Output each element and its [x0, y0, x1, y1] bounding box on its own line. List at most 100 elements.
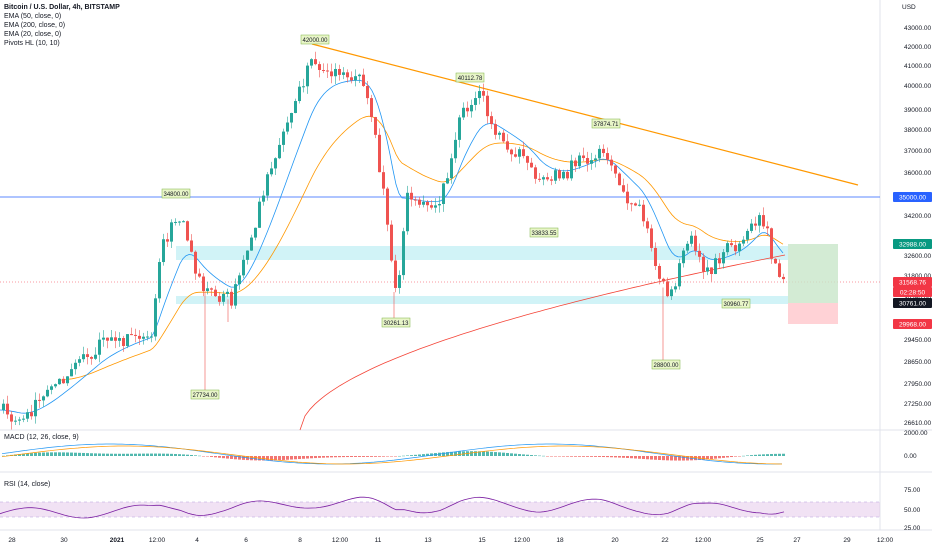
pivot-label: 40112.78 [458, 76, 483, 82]
macd-bar [670, 456, 673, 461]
candle-body [702, 256, 705, 272]
support-zone[interactable] [176, 296, 788, 304]
candle-body [390, 224, 393, 261]
macd-bar [726, 456, 729, 458]
price-badge [893, 192, 932, 202]
candle-body [10, 414, 13, 422]
candle-body [342, 72, 345, 75]
pivot-label-box [721, 298, 751, 309]
price-tick-label: 32600.00 [904, 253, 931, 260]
candle-body [494, 124, 497, 135]
macd-bar [646, 456, 649, 460]
candle-body [78, 359, 81, 363]
candles[interactable] [2, 51, 785, 430]
macd-bar [722, 456, 725, 458]
macd-bar [546, 456, 549, 457]
macd-bar [18, 454, 21, 456]
macd-bar [66, 452, 69, 456]
macd-bar [134, 453, 137, 456]
macd-bar [182, 454, 185, 456]
candle-body [266, 174, 269, 196]
macd-bar [94, 453, 97, 456]
macd-bar [78, 452, 81, 456]
macd-bar [2, 455, 5, 457]
long-position-stop[interactable] [788, 303, 838, 324]
indicator-ema20[interactable]: EMA (20, close, 0) [4, 31, 62, 38]
macd-bar [342, 456, 345, 458]
macd-bar [298, 456, 301, 460]
candle-body [622, 185, 625, 192]
macd-bar [326, 456, 329, 458]
candle-body [462, 107, 465, 118]
symbol-title[interactable]: Bitcoin / U.S. Dollar, 4h, BITSTAMP [4, 4, 120, 11]
candle-body [570, 160, 573, 179]
candle-body [454, 139, 457, 159]
candle-body [222, 293, 225, 302]
price-axis[interactable]: 43000.00 42000.00 41000.00 40000.00 39000.00… [893, 25, 932, 532]
candle-body [674, 286, 677, 290]
candle-body [26, 412, 29, 419]
candle-body [562, 171, 565, 179]
candle-body [198, 273, 201, 277]
indicator-ema50[interactable]: EMA (50, close, 0) [4, 13, 62, 20]
rsi-pane[interactable] [0, 496, 785, 519]
indicator-pivots[interactable]: Pivots HL (10, 10) [4, 40, 60, 47]
price-pane[interactable] [0, 0, 880, 430]
candle-body [374, 117, 377, 135]
macd-bar [290, 456, 293, 460]
candle-body [774, 258, 777, 264]
macd-bar [366, 456, 369, 457]
macd-bar [750, 455, 753, 456]
macd-bar [242, 456, 245, 460]
candle-body [370, 98, 373, 118]
candle-body [102, 337, 105, 340]
macd-bar [310, 456, 313, 459]
candle-body [398, 275, 401, 288]
candle-body [426, 201, 429, 206]
time-axis[interactable]: 28 30 2021 12:00 4 6 8 12:00 11 13 15 12:00 18 20 22 12… [8, 537, 893, 544]
currency-label[interactable]: USD [902, 4, 916, 11]
macd-bar [782, 453, 785, 456]
macd-pane[interactable] [1, 443, 785, 465]
candle-body [474, 98, 477, 105]
macd-bar [378, 456, 381, 457]
rsi-legend[interactable]: RSI (14, close) [4, 481, 51, 488]
resistance-zone[interactable] [176, 246, 788, 260]
macd-legend[interactable]: MACD (12, 26, close, 9) [4, 434, 79, 441]
macd-bar [442, 452, 445, 456]
macd-bar [402, 455, 405, 457]
candle-body [170, 222, 173, 242]
macd-bar [478, 451, 481, 456]
candle-body [434, 205, 437, 208]
macd-bar [530, 455, 533, 456]
candle-body [442, 183, 445, 205]
candle-body [446, 178, 449, 184]
macd-bar [622, 456, 625, 458]
macd-bar [350, 456, 353, 458]
macd-bar [666, 456, 669, 461]
long-position-profit[interactable] [788, 244, 838, 303]
macd-bar [130, 453, 133, 456]
macd-bar [734, 456, 737, 457]
macd-bar [542, 455, 545, 457]
price-tick-label: 42000.00 [904, 44, 931, 51]
candle-body [250, 237, 253, 251]
macd-bar [482, 451, 485, 456]
macd-bar [138, 453, 141, 456]
macd-bar [106, 453, 109, 456]
macd-bar [170, 453, 173, 456]
macd-bar [186, 454, 189, 456]
candle-body [490, 116, 493, 125]
macd-bar [58, 452, 61, 456]
macd-bar [474, 451, 477, 456]
descending-trendline[interactable] [311, 43, 859, 186]
candle-body [146, 336, 149, 338]
candle-body [254, 227, 257, 238]
candle-body [678, 263, 681, 287]
candle-body [710, 267, 713, 275]
ema20-path [0, 79, 784, 414]
indicator-ema200[interactable]: EMA (200, close, 0) [4, 22, 66, 29]
candle-body [730, 243, 733, 246]
pivot-label-box [529, 227, 559, 238]
